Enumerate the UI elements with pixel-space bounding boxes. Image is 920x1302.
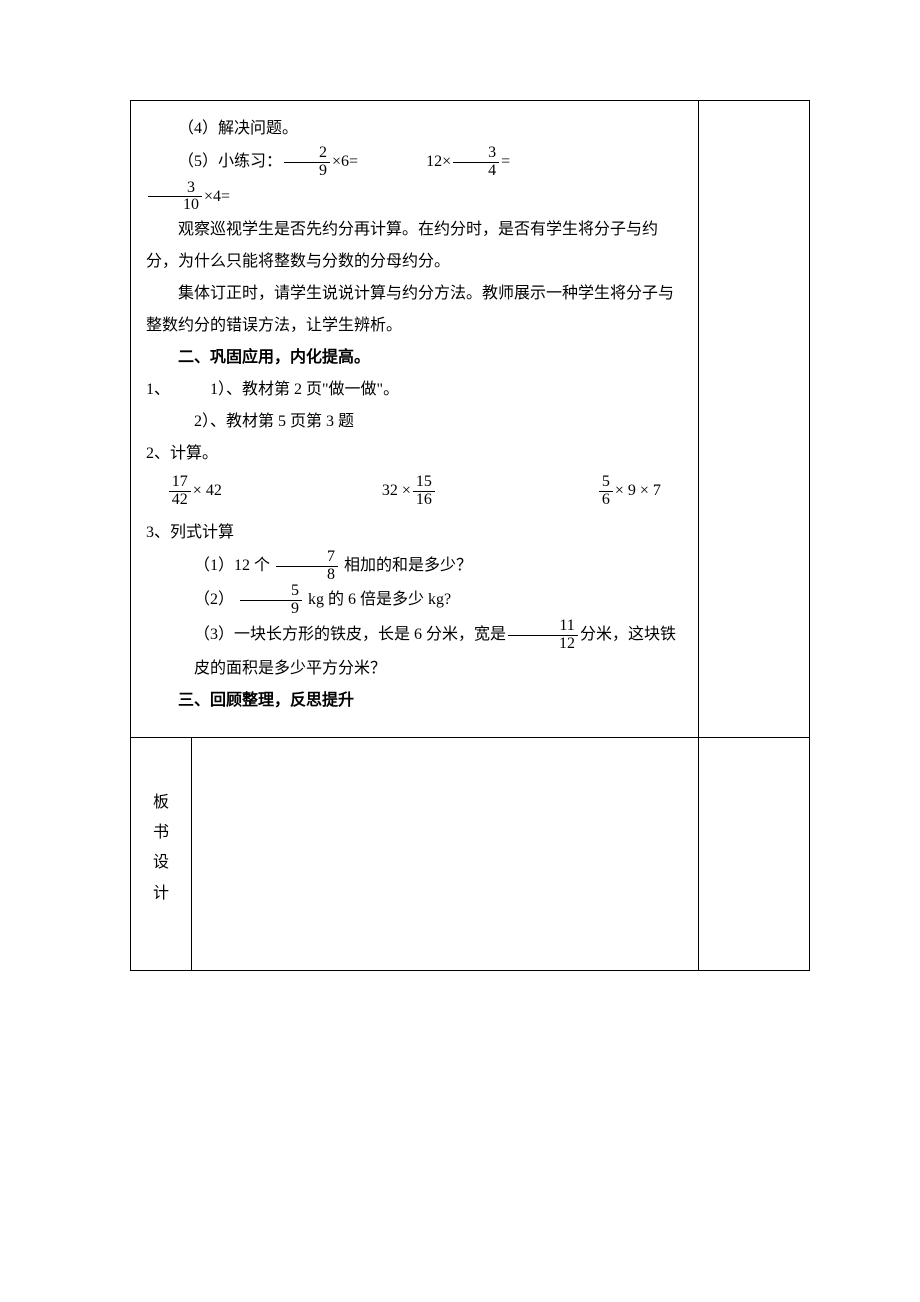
q3-2: （2） 59 kg 的 6 倍是多少 kg? <box>146 583 683 618</box>
para-observe-1: 观察巡视学生是否先约分再计算。在约分时，是否有学生将分子与约分，为什么只能将整数… <box>146 214 683 278</box>
q1-line: 1、 1）、教材第 2 页"做一做"。 <box>146 374 683 406</box>
heading-2: 二、巩固应用，内化提高。 <box>146 342 683 374</box>
expr-pre: 32 × <box>382 475 411 507</box>
expr-tail: ×6= <box>332 153 358 170</box>
item-4: （4）解决问题。 <box>146 113 683 145</box>
board-design-content-cell <box>192 737 699 970</box>
q3-label: 3、列式计算 <box>146 517 683 549</box>
q1-label: 1、 <box>146 381 170 398</box>
q3-1: （1）12 个 78 相加的和是多少？ <box>146 549 683 584</box>
q3-3-line2: 皮的面积是多少平方分米？ <box>146 653 683 685</box>
main-content-cell: （4）解决问题。 （5）小练习：29×6= 12×34= 310×4= 观察巡视… <box>131 101 699 738</box>
board-design-label-cell: 板书设计 <box>131 737 192 970</box>
content-body: （4）解决问题。 （5）小练习：29×6= 12×34= 310×4= 观察巡视… <box>146 113 683 717</box>
expr-tail: × 42 <box>193 475 222 507</box>
fraction-icon: 310 <box>148 180 202 215</box>
expr-tail: × 9 × 7 <box>615 475 661 507</box>
expr-tail: ×4= <box>204 188 230 205</box>
q2-calc-row: 1742× 42 32 ×1516 56× 9 × 7 <box>146 474 683 509</box>
para-observe-2: 集体订正时，请学生说说计算与约分方法。教师展示一种学生将分子与整数约分的错误方法… <box>146 278 683 342</box>
fraction-icon: 29 <box>284 145 330 180</box>
fraction-icon: 1112 <box>508 618 578 653</box>
expr-tail: = <box>501 153 510 170</box>
item-5-lead: （5）小练习： <box>178 153 282 170</box>
fraction-icon: 1742 <box>169 474 191 509</box>
board-design-label: 板书设计 <box>131 788 191 910</box>
q3-3-line1: （3）一块长方形的铁皮，长是 6 分米，宽是1112分米，这块铁 <box>146 618 683 653</box>
item-5-row: （5）小练习：29×6= 12×34= 310×4= <box>146 145 683 214</box>
fraction-icon: 56 <box>599 474 613 509</box>
expr-pre: 12× <box>426 153 451 170</box>
heading-3: 三、回顾整理，反思提升 <box>146 685 683 717</box>
q2-label: 2、计算。 <box>146 438 683 470</box>
lesson-table: （4）解决问题。 （5）小练习：29×6= 12×34= 310×4= 观察巡视… <box>130 100 810 971</box>
q1-2: 2）、教材第 5 页第 3 题 <box>146 406 683 438</box>
fraction-icon: 78 <box>276 549 338 584</box>
fraction-icon: 34 <box>453 145 499 180</box>
right-margin-cell <box>699 101 810 738</box>
right-margin-cell-2 <box>699 737 810 970</box>
fraction-icon: 1516 <box>413 474 435 509</box>
fraction-icon: 59 <box>240 583 302 618</box>
q1-1: 1）、教材第 2 页"做一做"。 <box>210 381 399 398</box>
